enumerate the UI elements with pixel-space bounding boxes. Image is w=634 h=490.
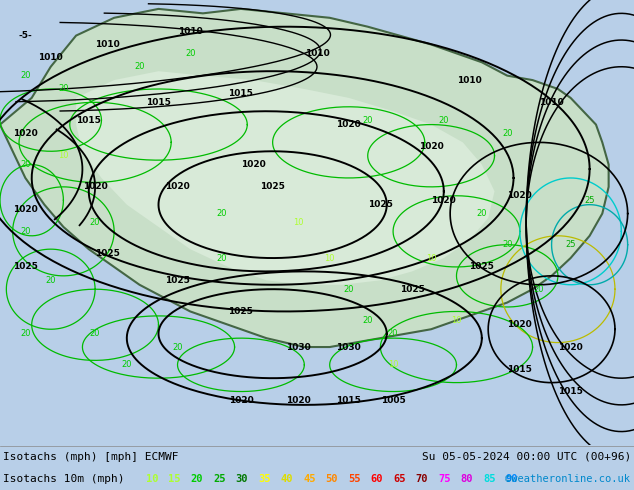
- Text: 20: 20: [191, 474, 204, 484]
- Polygon shape: [76, 71, 495, 285]
- Text: 1015: 1015: [76, 116, 101, 124]
- Text: 1020: 1020: [507, 191, 533, 200]
- Text: 20: 20: [439, 116, 449, 124]
- Text: 1025: 1025: [469, 263, 495, 271]
- Text: 1020: 1020: [285, 396, 311, 405]
- Text: 60: 60: [371, 474, 383, 484]
- Text: 20: 20: [172, 343, 183, 351]
- Text: 20: 20: [344, 285, 354, 294]
- Text: 1015: 1015: [228, 89, 254, 98]
- Text: 1010: 1010: [95, 40, 120, 49]
- Text: 10: 10: [451, 316, 462, 325]
- Text: Isotachs (mph) [mph] ECMWF: Isotachs (mph) [mph] ECMWF: [3, 452, 179, 462]
- Text: 1025: 1025: [368, 200, 393, 209]
- Text: 1020: 1020: [82, 182, 108, 192]
- Text: 1025: 1025: [13, 263, 38, 271]
- Text: 55: 55: [348, 474, 361, 484]
- Text: 20: 20: [90, 218, 100, 227]
- Text: 65: 65: [393, 474, 406, 484]
- Text: 1010: 1010: [456, 75, 482, 85]
- Text: 85: 85: [483, 474, 496, 484]
- Text: 70: 70: [416, 474, 428, 484]
- Text: 20: 20: [477, 209, 487, 218]
- Text: 25: 25: [213, 474, 226, 484]
- Text: 50: 50: [326, 474, 339, 484]
- Text: 20: 20: [20, 71, 30, 80]
- Text: 1010: 1010: [178, 26, 203, 36]
- Text: 10: 10: [293, 218, 303, 227]
- Text: 1020: 1020: [241, 160, 266, 169]
- Text: 1030: 1030: [285, 343, 311, 351]
- Text: 1015: 1015: [507, 365, 533, 374]
- Text: 20: 20: [58, 84, 68, 94]
- Text: 1025: 1025: [399, 285, 425, 294]
- Text: 1005: 1005: [380, 396, 406, 405]
- Text: 1020: 1020: [507, 320, 533, 329]
- Text: Su 05-05-2024 00:00 UTC (00+96): Su 05-05-2024 00:00 UTC (00+96): [422, 452, 631, 462]
- Text: 35: 35: [258, 474, 271, 484]
- Text: 25: 25: [585, 196, 595, 205]
- Text: 20: 20: [217, 209, 227, 218]
- Text: 20: 20: [185, 49, 195, 58]
- Text: 20: 20: [134, 62, 145, 71]
- Text: 1025: 1025: [165, 276, 190, 285]
- Text: 20: 20: [363, 316, 373, 325]
- Text: 20: 20: [363, 116, 373, 124]
- Text: 40: 40: [281, 474, 294, 484]
- Text: 20: 20: [20, 227, 30, 236]
- Text: ©weatheronline.co.uk: ©weatheronline.co.uk: [505, 474, 630, 484]
- Text: 20: 20: [217, 253, 227, 263]
- Text: 20: 20: [502, 129, 512, 138]
- Text: 20: 20: [46, 276, 56, 285]
- Text: 1015: 1015: [336, 396, 361, 405]
- Text: 1025: 1025: [260, 182, 285, 192]
- Text: 1010: 1010: [38, 53, 63, 62]
- Text: 25: 25: [566, 240, 576, 249]
- Text: 10: 10: [146, 474, 158, 484]
- Text: 1020: 1020: [336, 120, 361, 129]
- Text: 20: 20: [502, 240, 512, 249]
- Text: 1020: 1020: [165, 182, 190, 192]
- Text: -5-: -5-: [18, 31, 32, 40]
- Text: 1020: 1020: [228, 396, 254, 405]
- Text: 90: 90: [506, 474, 518, 484]
- Polygon shape: [0, 9, 609, 347]
- Text: 20: 20: [90, 329, 100, 338]
- Text: 20: 20: [20, 160, 30, 169]
- Text: 10: 10: [325, 253, 335, 263]
- Text: Isotachs 10m (mph): Isotachs 10m (mph): [3, 474, 124, 484]
- Text: 1025: 1025: [228, 307, 254, 316]
- Text: 20: 20: [388, 329, 398, 338]
- Text: 80: 80: [461, 474, 473, 484]
- Text: 1020: 1020: [431, 196, 456, 205]
- Text: 20: 20: [534, 285, 544, 294]
- Text: 30: 30: [236, 474, 249, 484]
- Text: 20: 20: [122, 360, 132, 369]
- Text: 20: 20: [20, 329, 30, 338]
- Text: 45: 45: [303, 474, 316, 484]
- Text: 10: 10: [426, 253, 436, 263]
- Text: 1020: 1020: [418, 142, 444, 151]
- Text: 15: 15: [168, 474, 181, 484]
- Text: 1010: 1010: [304, 49, 330, 58]
- Text: 75: 75: [438, 474, 451, 484]
- Text: 1020: 1020: [13, 205, 38, 214]
- Text: 10: 10: [388, 360, 398, 369]
- Text: 1025: 1025: [95, 249, 120, 258]
- Text: 1020: 1020: [13, 129, 38, 138]
- Text: 1015: 1015: [558, 387, 583, 396]
- Text: 10: 10: [58, 151, 68, 160]
- Text: 1010: 1010: [539, 98, 564, 107]
- Text: 1015: 1015: [146, 98, 171, 107]
- Text: 1020: 1020: [558, 343, 583, 351]
- Text: 1030: 1030: [336, 343, 361, 351]
